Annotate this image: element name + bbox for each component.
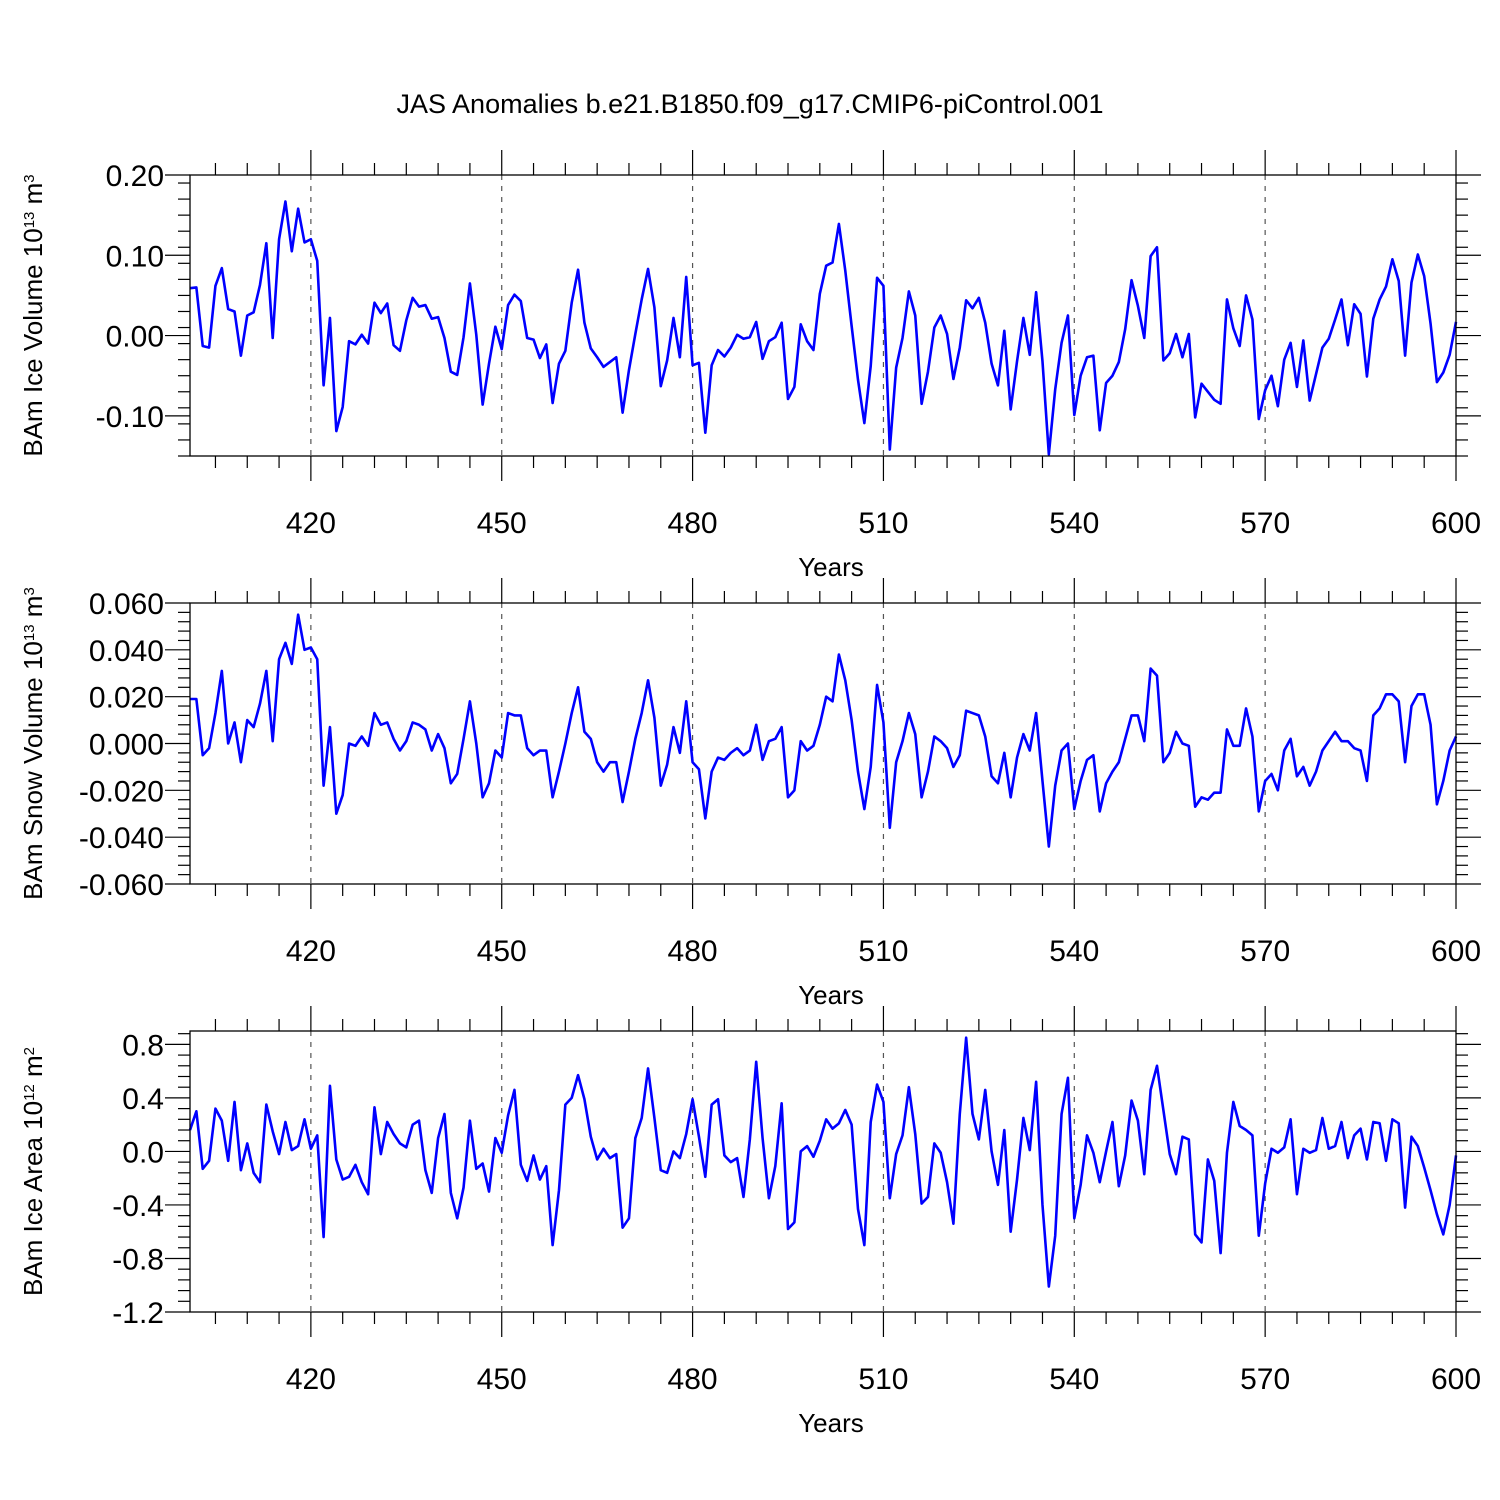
y-axis-label-text: BAm Snow Volume 10 xyxy=(18,641,48,900)
y-axis-label-unit: m xyxy=(18,596,48,625)
series-line-snow-volume xyxy=(190,613,1458,848)
y-tick-label: 0.00 xyxy=(106,321,164,354)
x-tick-label: 510 xyxy=(858,507,908,540)
y-tick-label: 0.20 xyxy=(106,160,164,193)
y-tick-label: -0.060 xyxy=(79,869,164,902)
x-tick-label: 540 xyxy=(1049,507,1099,540)
y-tick-label: -0.040 xyxy=(79,822,164,855)
y-axis-label-exponent: 13 xyxy=(21,624,38,641)
y-axis-label-exponent: 12 xyxy=(21,1084,38,1101)
x-tick-label: 450 xyxy=(477,935,527,968)
panel-ice-volume: 420 450 480 510 540 570 600 -0.10 0.00 0.10 0.20 Ye… xyxy=(18,150,1481,582)
y-tick-label: 0.000 xyxy=(89,729,164,762)
y-tick-label: 0.060 xyxy=(89,588,164,621)
y-tick-label: -0.020 xyxy=(79,775,164,808)
y-tick-label: 0.10 xyxy=(106,240,164,273)
y-axis-label-text: BAm Ice Volume 10 xyxy=(18,228,48,456)
y-axis-label-unit-exponent: 2 xyxy=(21,1047,38,1055)
x-axis-label: Years xyxy=(798,980,864,1010)
y-axis-label: BAm Snow Volume 1013 m3 xyxy=(18,587,48,900)
x-tick-label: 480 xyxy=(668,935,718,968)
y-axis-label-unit: m xyxy=(18,183,48,212)
x-tick-label: 510 xyxy=(858,935,908,968)
x-tick-label: 600 xyxy=(1431,935,1481,968)
x-tick-label: 420 xyxy=(286,935,336,968)
y-tick-label: -0.4 xyxy=(112,1190,164,1223)
panel-snow-volume: 420 450 480 510 540 570 600 -0.060 -0.040 -0.020 0… xyxy=(18,578,1481,1010)
x-tick-label: 570 xyxy=(1240,1363,1290,1396)
y-axis-label: BAm Ice Volume 1013 m3 xyxy=(18,174,48,456)
x-tick-label: 420 xyxy=(286,507,336,540)
series-line-ice-volume xyxy=(189,200,1458,456)
panels: 420 450 480 510 540 570 600 -0.10 0.00 0.10 0.20 Ye… xyxy=(18,150,1481,1438)
y-tick-label: 0.8 xyxy=(122,1029,164,1062)
y-tick-label: 0.4 xyxy=(122,1083,164,1116)
x-tick-label: 540 xyxy=(1049,1363,1099,1396)
y-axis-label-unit: m xyxy=(18,1055,48,1084)
figure-title: JAS Anomalies b.e21.B1850.f09_g17.CMIP6-… xyxy=(397,89,1104,119)
x-tick-label: 450 xyxy=(477,1363,527,1396)
x-tick-label: 510 xyxy=(858,1363,908,1396)
x-axis-label: Years xyxy=(798,552,864,582)
x-tick-label: 450 xyxy=(477,507,527,540)
y-tick-label: 0.020 xyxy=(89,682,164,715)
panel-ice-area: 420 450 480 510 540 570 600 -1.2 -0.8 -0.4 0.0 0.4 0… xyxy=(18,1006,1481,1438)
x-tick-label: 600 xyxy=(1431,1363,1481,1396)
plot-frame xyxy=(189,602,1457,885)
plot-frame xyxy=(189,174,1457,457)
y-tick-label: -0.8 xyxy=(112,1243,164,1276)
y-tick-label: -0.10 xyxy=(96,401,164,434)
y-tick-label: 0.040 xyxy=(89,635,164,668)
y-axis-label-exponent: 13 xyxy=(21,212,38,229)
y-axis-label: BAm Ice Area 1012 m2 xyxy=(18,1047,48,1296)
x-tick-label: 480 xyxy=(668,1363,718,1396)
y-tick-label: 0.0 xyxy=(122,1136,164,1169)
x-axis-label: Years xyxy=(798,1408,864,1438)
x-tick-label: 480 xyxy=(668,507,718,540)
x-tick-label: 600 xyxy=(1431,507,1481,540)
x-tick-label: 570 xyxy=(1240,507,1290,540)
x-tick-label: 540 xyxy=(1049,935,1099,968)
y-tick-label: -1.2 xyxy=(112,1297,164,1330)
y-axis-label-text: BAm Ice Area 10 xyxy=(18,1101,48,1296)
y-axis-label-unit-exponent: 3 xyxy=(21,587,38,595)
x-tick-label: 420 xyxy=(286,1363,336,1396)
plot-frame xyxy=(189,1030,1457,1313)
y-axis-label-unit-exponent: 3 xyxy=(21,174,38,182)
series-line-ice-area xyxy=(188,1036,1458,1288)
x-tick-label: 570 xyxy=(1240,935,1290,968)
